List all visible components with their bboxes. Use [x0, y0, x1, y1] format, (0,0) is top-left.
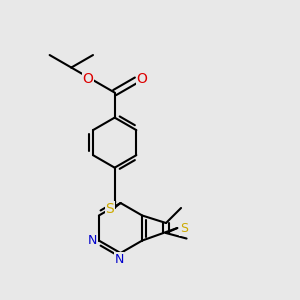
- Text: S: S: [106, 202, 114, 216]
- Text: S: S: [180, 222, 188, 235]
- Text: N: N: [88, 234, 97, 247]
- Text: N: N: [114, 253, 124, 266]
- Text: O: O: [136, 72, 147, 86]
- Text: O: O: [82, 72, 93, 86]
